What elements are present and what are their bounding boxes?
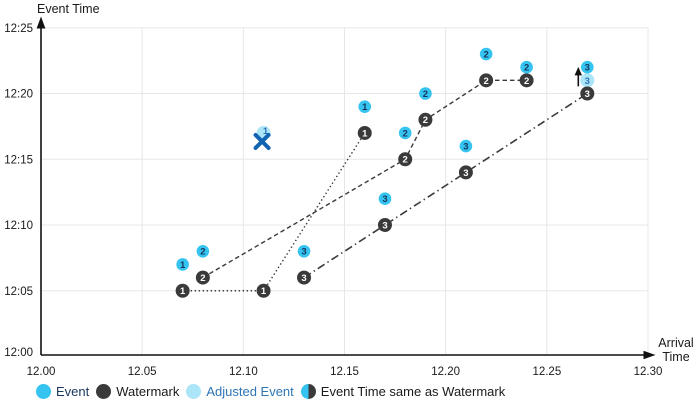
watermark-marker-2-number: 2 (524, 76, 529, 87)
event-marker-2-number: 2 (423, 89, 428, 100)
watermark-line-1 (182, 132, 366, 292)
event-marker-1 (176, 258, 189, 271)
event-marker-3-number: 3 (382, 194, 387, 205)
legend-event-time-same-as-watermark-label: Event Time same as Watermark (320, 384, 506, 399)
watermark-marker-2 (195, 270, 210, 285)
adjusted-event-marker-1-number: 1 (263, 126, 269, 137)
watermark-marker-1 (175, 283, 190, 298)
legend-watermark-icon (96, 384, 112, 399)
x-tick-label: 12.25 (532, 366, 561, 378)
legend-event-time-same-as-watermark-icon (300, 384, 316, 399)
watermark-marker-3-number: 3 (463, 168, 468, 179)
watermark-marker-2 (519, 73, 534, 88)
legend-item-event: Event (36, 384, 89, 399)
watermark-line-3 (303, 92, 588, 279)
dropped-event-cross-icon (253, 132, 271, 150)
x-tick-label: 12.15 (330, 366, 359, 378)
watermark-marker-3-number: 3 (585, 89, 590, 100)
watermark-marker-1-number: 1 (362, 128, 368, 139)
event-marker-2 (419, 87, 432, 100)
legend-adjusted-event-label: Adjusted Event (206, 384, 294, 399)
event-marker-2-number: 2 (200, 247, 205, 258)
y-tick-label: 12:00 (4, 347, 33, 359)
event-marker-3-number: 3 (585, 63, 590, 74)
event-marker-2 (196, 245, 210, 258)
adjusted-event-marker-3-number: 3 (585, 76, 590, 87)
legend-item-adjusted-event: Adjusted Event (186, 384, 294, 399)
x-axis-title-line1: Arrival (658, 336, 693, 350)
watermark-marker-2 (398, 152, 413, 167)
x-axis-title-line2: Time (662, 350, 689, 364)
y-tick-label: 12:25 (4, 23, 33, 35)
event-marker-3 (581, 60, 594, 74)
event-marker-1-number: 1 (362, 102, 368, 113)
event-marker-1-number: 1 (180, 260, 186, 271)
watermark-marker-2-number: 2 (403, 155, 408, 166)
x-tick-label: 12.20 (431, 366, 460, 378)
legend-watermark-label: Watermark (116, 384, 180, 399)
watermark-marker-1-number: 1 (180, 286, 186, 297)
watermark-marker-3-number: 3 (301, 273, 306, 284)
watermark-marker-3 (580, 86, 595, 101)
legend-event-label: Event (56, 384, 90, 399)
watermark-marker-2 (418, 112, 433, 127)
y-tick-label: 12:05 (4, 286, 33, 298)
adjusted-up-arrow-icon (574, 66, 582, 76)
watermark-marker-3-number: 3 (382, 220, 387, 231)
watermark-marker-2-number: 2 (483, 76, 488, 87)
event-marker-2-number: 2 (483, 49, 488, 60)
y-axis-title: Event Time (37, 2, 100, 16)
event-marker-2-number: 2 (403, 128, 408, 139)
legend-item-watermark: Watermark (96, 384, 179, 399)
x-axis-arrow-icon (643, 350, 656, 360)
event-marker-1 (358, 100, 372, 113)
event-marker-3-number: 3 (463, 142, 468, 153)
y-tick-label: 12:10 (4, 220, 33, 232)
x-tick-label: 12.05 (128, 366, 157, 378)
event-marker-2 (520, 60, 533, 74)
legend-adjusted-event-icon (186, 384, 202, 399)
watermark-marker-1-number: 1 (261, 286, 267, 297)
x-tick-label: 12.10 (229, 366, 258, 378)
x-tick-label: 12.30 (634, 366, 663, 378)
legend-item-event-time-same-as-watermark: Event Time same as Watermark (300, 384, 506, 399)
event-marker-3 (459, 139, 473, 153)
event-marker-2 (398, 126, 412, 140)
watermark-marker-2-number: 2 (423, 115, 428, 126)
watermark-marker-1 (357, 125, 372, 140)
x-tick-label: 12.00 (27, 366, 56, 378)
adjusted-event-marker-3 (580, 73, 595, 88)
watermark-marker-2 (479, 73, 494, 88)
y-tick-label: 12:20 (4, 89, 33, 101)
watermark-marker-3 (297, 270, 312, 285)
watermark-marker-3 (458, 165, 473, 180)
legend-event-icon (36, 384, 51, 399)
watermark-marker-1 (256, 283, 271, 298)
event-marker-2-number: 2 (524, 63, 529, 74)
y-axis-arrow-icon (36, 16, 46, 29)
event-marker-3-number: 3 (301, 247, 306, 258)
event-marker-3 (297, 245, 311, 258)
y-tick-label: 12:15 (4, 154, 33, 166)
watermark-marker-2-number: 2 (200, 273, 205, 284)
legend: Event Watermark Adjusted Event Event Tim… (36, 384, 505, 399)
event-marker-2 (479, 47, 493, 61)
event-marker-3 (378, 192, 392, 205)
watermark-marker-3 (377, 218, 392, 232)
